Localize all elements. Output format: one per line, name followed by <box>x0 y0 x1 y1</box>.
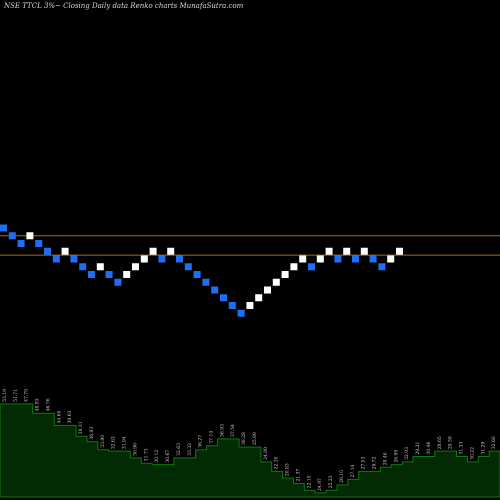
volume-label-1: 51.71 <box>13 389 19 402</box>
volume-label-22: 36.28 <box>241 432 247 445</box>
volume-label-4: 46.76 <box>45 398 51 411</box>
renko-brick-30 <box>264 286 271 294</box>
volume-label-18: 36.27 <box>198 435 204 448</box>
renko-brick-28 <box>246 302 254 309</box>
volume-label-39: 30.46 <box>426 441 432 454</box>
renko-brick-44 <box>387 255 395 263</box>
volume-label-21: 37.54 <box>230 424 236 437</box>
renko-brick-18 <box>158 255 166 263</box>
volume-label-0: 53.19 <box>2 389 8 402</box>
renko-brick-23 <box>202 278 210 286</box>
volume-label-14: 30.12 <box>154 450 160 463</box>
volume-label-27: 21.37 <box>295 468 301 481</box>
renko-brick-20 <box>176 255 183 263</box>
renko-brick-22 <box>193 271 201 278</box>
volume-label-43: 30.22 <box>469 447 475 460</box>
renko-brick-38 <box>334 255 342 263</box>
chart-title: NSE TTCL 3%~ Closing Daily data Renko ch… <box>4 2 244 10</box>
renko-brick-1 <box>8 232 16 240</box>
renko-brick-3 <box>26 232 34 240</box>
renko-brick-25 <box>220 294 227 302</box>
volume-label-41: 29.59 <box>448 436 454 449</box>
renko-brick-34 <box>299 255 307 263</box>
renko-brick-7 <box>61 247 69 255</box>
renko-brick-11 <box>96 263 104 271</box>
renko-brick-39 <box>343 247 351 255</box>
renko-brick-40 <box>352 255 359 263</box>
volume-label-5: 44.60 <box>56 410 62 423</box>
volume-label-24: 24.89 <box>263 447 269 460</box>
volume-label-33: 27.53 <box>361 456 367 469</box>
volume-label-6: 39.63 <box>67 410 73 423</box>
volume-label-17: 33.32 <box>187 443 193 456</box>
volume-label-29: 24.97 <box>317 478 323 491</box>
renko-brick-19 <box>167 247 175 255</box>
renko-brick-29 <box>255 294 263 302</box>
renko-brick-21 <box>184 263 192 271</box>
volume-label-20: 36.93 <box>219 424 225 437</box>
volume-label-35: 28.46 <box>382 452 388 465</box>
volume-label-13: 31.73 <box>143 448 149 461</box>
renko-brick-37 <box>325 247 333 255</box>
renko-brick-36 <box>316 255 324 263</box>
renko-brick-15 <box>132 263 139 271</box>
volume-label-19: 37.14 <box>209 431 215 444</box>
renko-brick-45 <box>396 247 403 255</box>
renko-brick-24 <box>211 286 219 294</box>
volume-label-44: 31.29 <box>480 441 486 454</box>
renko-brick-42 <box>369 255 377 263</box>
volume-label-11: 31.94 <box>122 436 128 449</box>
volume-area <box>0 403 500 498</box>
volume-label-25: 22.30 <box>274 456 280 469</box>
renko-brick-6 <box>52 255 60 263</box>
volume-label-23: 25.89 <box>252 432 258 445</box>
renko-brick-9 <box>79 263 87 271</box>
volume-label-36: 26.99 <box>393 450 399 463</box>
volume-label-8: 36.93 <box>89 427 95 440</box>
renko-brick-10 <box>88 271 95 278</box>
renko-brick-16 <box>140 255 148 263</box>
volume-label-42: 31.33 <box>459 441 465 454</box>
renko-brick-43 <box>378 263 386 271</box>
volume-label-16: 32.63 <box>176 443 182 456</box>
renko-brick-32 <box>281 271 289 278</box>
renko-brick-41 <box>360 247 368 255</box>
volume-label-7: 38.31 <box>78 421 84 434</box>
renko-brick-14 <box>123 271 131 278</box>
volume-label-45: 32.60 <box>491 436 497 449</box>
renko-brick-33 <box>290 263 298 271</box>
volume-label-32: 27.14 <box>350 464 356 477</box>
volume-label-3: 48.83 <box>35 398 41 411</box>
volume-label-38: 29.21 <box>415 441 421 454</box>
renko-brick-35 <box>308 263 315 271</box>
renko-brick-8 <box>70 255 78 263</box>
volume-label-28: 22.10 <box>306 475 312 488</box>
volume-label-9: 33.80 <box>100 435 106 448</box>
renko-brick-5 <box>44 247 51 255</box>
renko-brick-4 <box>35 240 43 247</box>
renko-brick-27 <box>237 309 245 317</box>
volume-label-26: 20.83 <box>285 463 291 476</box>
renko-brick-12 <box>105 271 113 278</box>
volume-label-2: 47.79 <box>24 389 30 402</box>
renko-brick-17 <box>149 247 157 255</box>
volume-label-30: 25.23 <box>328 475 334 488</box>
volume-label-12: 30.96 <box>132 443 138 456</box>
volume-label-37: 32.93 <box>404 447 410 460</box>
volume-label-34: 29.72 <box>372 456 378 469</box>
renko-brick-26 <box>228 302 236 309</box>
renko-brick-31 <box>272 278 280 286</box>
volume-label-31: 26.10 <box>339 470 345 483</box>
volume-label-15: 30.67 <box>165 450 171 463</box>
renko-brick-13 <box>114 278 122 286</box>
renko-brick-2 <box>17 240 25 247</box>
renko-brick-0 <box>0 224 7 232</box>
volume-label-40: 28.65 <box>437 436 443 449</box>
volume-label-10: 32.62 <box>111 436 117 449</box>
